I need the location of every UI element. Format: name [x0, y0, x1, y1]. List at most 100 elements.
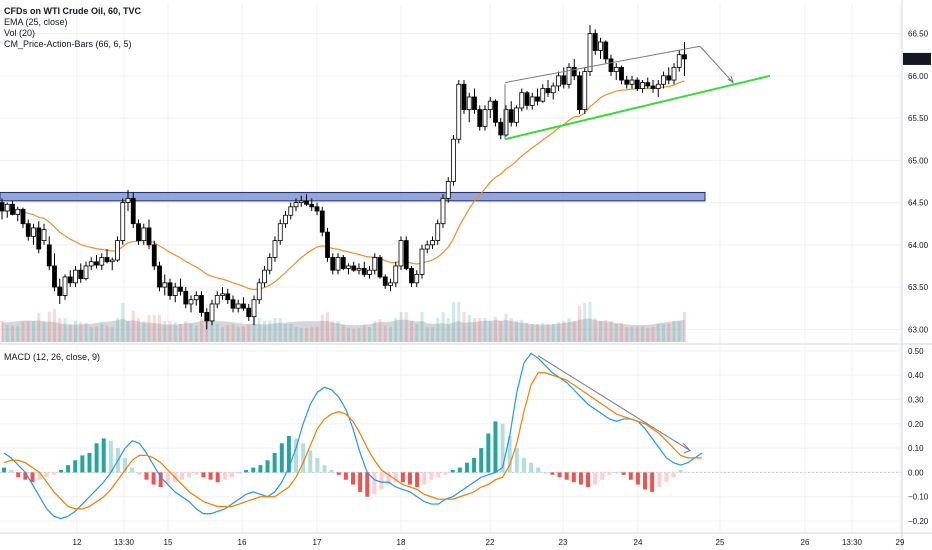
volume-bar [525, 322, 529, 342]
candle-body [440, 197, 446, 225]
candle-body [351, 265, 357, 271]
price-tick-label: 65.50 [908, 114, 929, 123]
upper-trendline [504, 45, 701, 84]
macd-histogram-bar [358, 472, 363, 492]
macd-histogram-bar [9, 470, 14, 473]
volume-bar [252, 315, 256, 342]
macd-histogram-bar [66, 465, 71, 473]
volume-average-area [2, 318, 685, 342]
macd-histogram-bar [500, 423, 505, 473]
candle-body [62, 276, 68, 296]
candle-body [671, 66, 677, 81]
macd-histogram-bar [436, 472, 441, 478]
macd-histogram-bar [251, 467, 256, 473]
candle-body [157, 265, 162, 288]
macd-histogram-bar [457, 467, 462, 473]
candle-body [613, 66, 619, 72]
time-tick-label: 12 [73, 538, 82, 547]
volume-bar [357, 328, 361, 342]
signal-line [3, 372, 702, 510]
volume-bar [551, 324, 555, 342]
macd-histogram-bar [635, 472, 640, 485]
candle-body [545, 88, 551, 94]
macd-histogram-bar [272, 452, 277, 473]
candle-body [666, 75, 672, 81]
candle-body [304, 200, 309, 205]
candle-body [335, 257, 341, 271]
volume-bar [541, 322, 545, 342]
candle-body [230, 299, 236, 309]
volume-legend[interactable]: Vol (20) [4, 28, 36, 38]
macd-histogram-bar [365, 472, 370, 497]
candle-body [393, 265, 399, 284]
volume-bar [310, 327, 314, 342]
volume-bar [284, 324, 287, 342]
volume-bar [593, 318, 597, 342]
candle-body [634, 79, 640, 89]
macd-histogram-bar [180, 472, 185, 480]
candle-body [256, 282, 262, 301]
candle-body [340, 257, 346, 269]
candle-body [204, 312, 210, 322]
volume-bar [147, 315, 151, 342]
volume-bar [588, 302, 592, 342]
volume-bar [294, 327, 298, 342]
candle-body [361, 268, 367, 275]
candle-body [466, 96, 472, 111]
macd-legend[interactable]: MACD (12, 26, close, 9) [4, 352, 101, 362]
volume-bar [278, 318, 282, 342]
volume-bar [494, 316, 497, 342]
candle-body [183, 290, 189, 305]
macd-histogram-bar [671, 472, 676, 478]
candle-body [220, 293, 225, 296]
candle-body [435, 223, 441, 241]
volume-bar [189, 324, 193, 342]
candle-body [283, 214, 288, 225]
volume-bar [184, 321, 188, 342]
candle-body [346, 265, 351, 269]
macd-histogram-bar [422, 472, 427, 485]
candle-body [540, 88, 546, 102]
candle-body [519, 92, 525, 109]
candle-body [661, 75, 666, 85]
volume-bar [163, 321, 167, 342]
macd-histogram-bar [16, 472, 21, 478]
candle-body [377, 257, 383, 278]
volume-bar [121, 303, 125, 342]
ema-legend[interactable]: EMA (25, close) [4, 17, 68, 27]
candle-body [419, 248, 425, 275]
volume-bar [536, 324, 539, 342]
volume-bar [410, 321, 413, 342]
candle-body [487, 100, 493, 111]
macd-tick-label: 0.50 [908, 347, 924, 356]
volume-bar [0, 321, 4, 342]
candle-body [409, 268, 414, 284]
macd-histogram-bar [407, 472, 412, 485]
macd-histogram-bar [493, 421, 498, 473]
volume-bar [79, 322, 83, 342]
candle-body [619, 66, 624, 81]
symbol-title[interactable]: CFDs on WTI Crude Oil, 60, TVC [4, 6, 142, 16]
volume-bar [399, 312, 403, 342]
volume-bar [21, 321, 25, 342]
volume-bar [630, 327, 634, 342]
candle-body [372, 257, 378, 271]
macd-histogram-bar [58, 470, 63, 473]
volume-bar [452, 302, 455, 342]
volume-bar [378, 319, 382, 342]
volume-bar [236, 327, 240, 342]
macd-histogram-bar [137, 472, 142, 475]
volume-bar [152, 315, 156, 342]
candle-body [246, 307, 252, 318]
volume-bar [16, 325, 20, 342]
price-action-legend[interactable]: CM_Price-Action-Bars (66, 6, 5) [4, 39, 132, 49]
candle-body [629, 79, 635, 85]
volume-bar [215, 324, 219, 342]
candle-body [141, 227, 147, 242]
candle-body [524, 92, 530, 106]
candle-body [151, 244, 157, 267]
volume-bar [320, 315, 324, 342]
volume-bar [530, 324, 534, 342]
macd-histogram-bar [586, 472, 591, 488]
